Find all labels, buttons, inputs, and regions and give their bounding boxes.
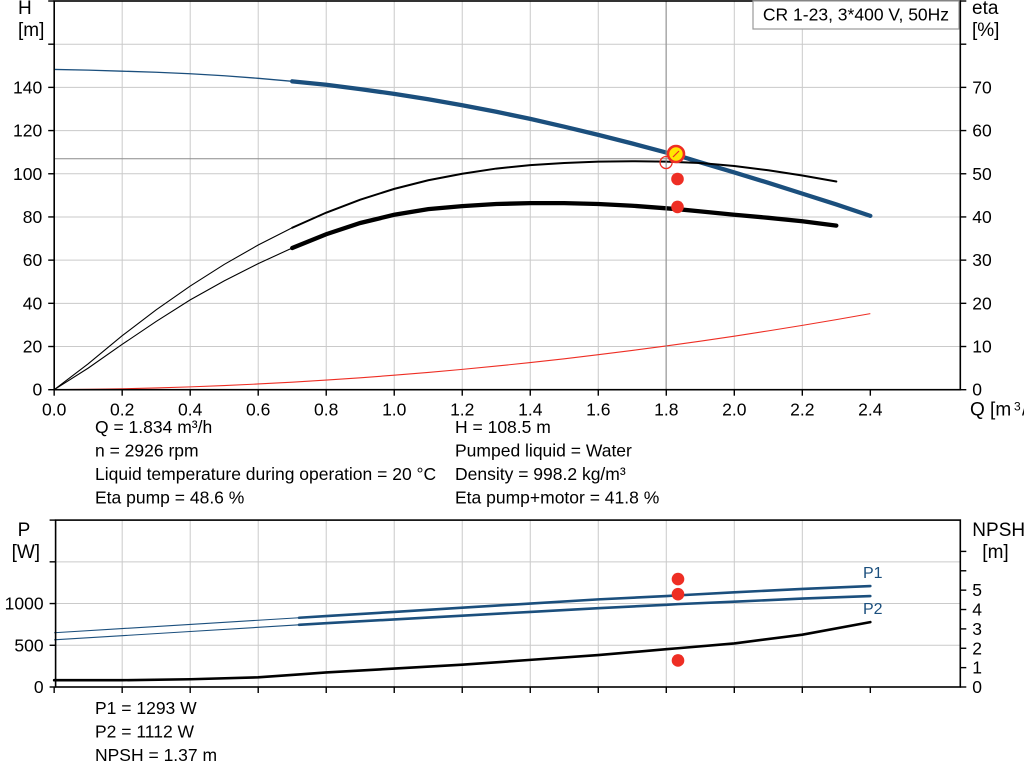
svg-text:50: 50: [972, 164, 992, 184]
svg-text:Q = 1.834 m³/h: Q = 1.834 m³/h: [95, 417, 212, 437]
svg-text:Eta pump = 48.6 %: Eta pump = 48.6 %: [95, 488, 244, 508]
svg-text:120: 120: [13, 121, 42, 141]
svg-text:0.0: 0.0: [42, 400, 67, 420]
svg-text:[m]: [m]: [982, 542, 1008, 563]
svg-text:40: 40: [23, 293, 43, 313]
svg-text:H = 108.5 m: H = 108.5 m: [455, 417, 551, 437]
svg-text:0: 0: [972, 677, 982, 697]
svg-text:70: 70: [972, 77, 992, 97]
svg-text:NPSH = 1.37 m: NPSH = 1.37 m: [95, 745, 217, 765]
svg-text:4: 4: [972, 600, 982, 620]
svg-text:P2: P2: [863, 601, 883, 618]
svg-text:3: 3: [972, 619, 982, 639]
svg-text:0: 0: [32, 380, 42, 400]
svg-text:2.0: 2.0: [722, 400, 747, 420]
svg-text:1000: 1000: [5, 594, 44, 614]
svg-text:5: 5: [972, 580, 982, 600]
svg-text:3: 3: [1014, 400, 1021, 414]
svg-text:n = 2926 rpm: n = 2926 rpm: [95, 441, 199, 461]
svg-text:[m]: [m]: [18, 20, 44, 41]
svg-text:Liquid temperature during oper: Liquid temperature during operation = 20…: [95, 464, 436, 484]
svg-text:CR 1-23, 3*400 V, 50Hz: CR 1-23, 3*400 V, 50Hz: [763, 5, 949, 25]
svg-text:NPSH: NPSH: [972, 520, 1024, 541]
svg-text:Density = 998.2 kg/m³: Density = 998.2 kg/m³: [455, 464, 626, 484]
svg-text:2.2: 2.2: [790, 400, 814, 420]
svg-text:1.6: 1.6: [586, 400, 610, 420]
svg-text:P: P: [18, 520, 31, 541]
svg-text:2.4: 2.4: [858, 400, 883, 420]
svg-text:20: 20: [972, 293, 992, 313]
svg-text:eta: eta: [972, 0, 999, 19]
svg-text:0.6: 0.6: [246, 400, 270, 420]
svg-text:10: 10: [972, 337, 992, 357]
svg-text:500: 500: [14, 635, 43, 655]
svg-text:60: 60: [23, 250, 43, 270]
svg-text:40: 40: [972, 207, 992, 227]
svg-text:H: H: [18, 0, 32, 19]
svg-text:140: 140: [13, 77, 42, 97]
svg-text:60: 60: [972, 121, 992, 141]
svg-text:1.0: 1.0: [382, 400, 407, 420]
svg-text:2: 2: [972, 638, 982, 658]
svg-text:P2 = 1112 W: P2 = 1112 W: [95, 722, 195, 742]
svg-text:0: 0: [34, 677, 44, 697]
svg-text:P1 = 1293 W: P1 = 1293 W: [95, 698, 197, 718]
svg-text:Q [m: Q [m: [970, 400, 1011, 421]
svg-text:P1: P1: [863, 565, 883, 582]
svg-text:30: 30: [972, 250, 992, 270]
svg-text:0.8: 0.8: [314, 400, 338, 420]
svg-text:[%]: [%]: [972, 20, 999, 41]
svg-text:1: 1: [972, 658, 982, 678]
svg-text:[W]: [W]: [12, 542, 40, 563]
svg-text:1.8: 1.8: [654, 400, 678, 420]
svg-text:20: 20: [23, 337, 43, 357]
svg-text:80: 80: [23, 207, 43, 227]
svg-text:0: 0: [972, 380, 982, 400]
svg-text:Eta pump+motor = 41.8 %: Eta pump+motor = 41.8 %: [455, 488, 659, 508]
svg-text:100: 100: [13, 164, 42, 184]
svg-text:Pumped liquid = Water: Pumped liquid = Water: [455, 441, 632, 461]
